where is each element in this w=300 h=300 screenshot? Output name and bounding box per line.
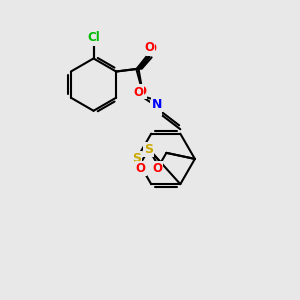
Text: O: O xyxy=(144,41,154,54)
Text: O: O xyxy=(152,162,162,175)
Text: Cl: Cl xyxy=(87,31,100,44)
Text: O: O xyxy=(147,42,157,55)
Text: Cl: Cl xyxy=(87,32,100,45)
Text: O: O xyxy=(133,85,143,98)
Text: N: N xyxy=(151,103,161,116)
Text: S: S xyxy=(144,142,153,156)
Text: O: O xyxy=(136,85,146,98)
Text: N: N xyxy=(152,98,162,111)
Text: S: S xyxy=(132,152,141,165)
Text: O: O xyxy=(136,162,146,175)
